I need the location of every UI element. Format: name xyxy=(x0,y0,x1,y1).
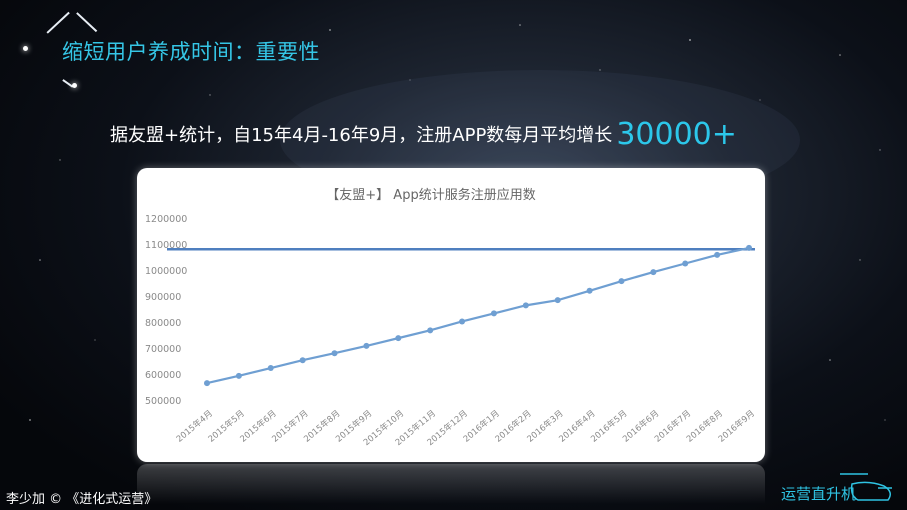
y-tick-label: 1100000 xyxy=(145,240,187,251)
data-point xyxy=(299,357,306,364)
deco-line-left xyxy=(46,11,70,34)
data-point xyxy=(490,310,497,317)
y-tick-label: 500000 xyxy=(145,396,181,407)
series-line xyxy=(206,246,750,385)
subtitle-text: 据友盟+统计，自15年4月-16年9月，注册APP数每月平均增长 xyxy=(110,125,613,146)
data-point xyxy=(204,380,210,387)
deco-dot-left xyxy=(23,46,28,51)
brand-name: 运营直升机 xyxy=(781,485,857,503)
data-point xyxy=(554,297,561,304)
data-point xyxy=(714,251,721,258)
data-point xyxy=(586,287,593,294)
data-point xyxy=(522,302,529,309)
chart-reflection xyxy=(137,464,765,504)
y-tick-label: 1000000 xyxy=(145,266,187,277)
data-point xyxy=(682,260,689,267)
data-point xyxy=(650,269,657,276)
slide-subtitle: 据友盟+统计，自15年4月-16年9月，注册APP数每月平均增长 30000+ xyxy=(110,117,737,152)
series-line-group xyxy=(204,244,752,387)
data-point xyxy=(235,372,242,379)
deco-dot-bottom xyxy=(72,83,77,88)
y-tick-label: 900000 xyxy=(145,292,181,303)
data-point xyxy=(746,244,752,251)
chart-title: 【友盟+】 App统计服务注册应用数 xyxy=(326,187,535,203)
data-point xyxy=(395,335,402,342)
data-point xyxy=(363,342,370,349)
data-point xyxy=(427,327,434,334)
y-tick-label: 700000 xyxy=(145,344,181,355)
y-tick-label: 1200000 xyxy=(145,214,187,225)
helicopter-logo-icon xyxy=(840,473,892,501)
data-point xyxy=(459,318,466,325)
y-tick-label: 600000 xyxy=(145,370,181,381)
y-axis: 500000 600000 700000 800000 900000 1000000 110… xyxy=(145,214,187,407)
y-tick-label: 800000 xyxy=(145,318,181,329)
author-credit: 李少加 © 《进化式运营》 xyxy=(6,492,158,507)
data-point xyxy=(267,365,274,372)
x-axis: 2015年4月2015年5月2015年6月2015年7月2015年8月2015年… xyxy=(174,408,757,448)
data-point xyxy=(331,350,338,357)
growth-highlight: 30000+ xyxy=(616,117,737,152)
data-point xyxy=(618,278,625,285)
slide-title: 缩短用户养成时间：重要性 xyxy=(62,40,320,64)
line-chart: 【友盟+】 App统计服务注册应用数 500000 600000 700000 800… xyxy=(145,187,757,448)
deco-line-right xyxy=(76,12,98,32)
chart-card: 【友盟+】 App统计服务注册应用数 500000 600000 700000 800… xyxy=(137,168,765,462)
